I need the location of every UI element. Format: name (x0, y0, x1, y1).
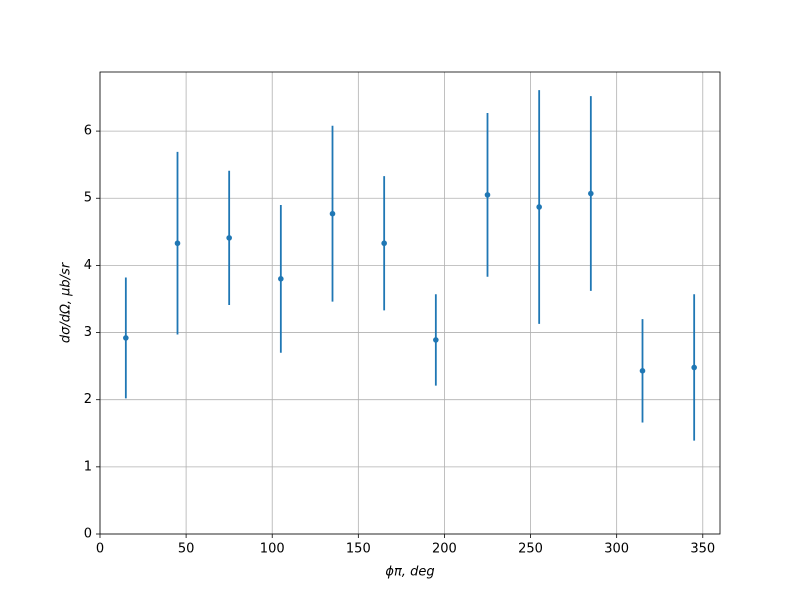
x-tick-label: 350 (690, 542, 715, 557)
y-tick-label: 3 (84, 325, 92, 340)
x-tick-label: 200 (432, 542, 457, 557)
x-tick-label: 150 (346, 542, 371, 557)
y-tick-label: 1 (84, 459, 92, 474)
data-point (226, 235, 232, 241)
data-point (278, 276, 284, 282)
x-tick-label: 100 (260, 542, 285, 557)
y-tick-label: 0 (84, 527, 92, 542)
y-axis-label: dσ/dΩ, μb/sr (59, 261, 74, 343)
data-point (639, 368, 646, 374)
y-tick-label: 4 (84, 258, 92, 273)
data-point (433, 337, 439, 343)
data-point (123, 335, 129, 341)
data-point (691, 364, 697, 371)
x-tick-label: 250 (518, 542, 543, 557)
data-point (381, 240, 387, 247)
data-point (536, 204, 542, 210)
plot-frame (99, 71, 721, 535)
data-point (174, 240, 181, 247)
x-tick-label: 0 (96, 542, 104, 557)
x-axis-label: ϕπ, deg (385, 565, 434, 580)
data-point (484, 192, 491, 198)
data-point (588, 190, 594, 197)
y-tick-label: 6 (84, 124, 92, 139)
data-point (329, 210, 336, 217)
x-tick-label: 50 (178, 542, 195, 557)
x-tick-label: 300 (604, 542, 629, 557)
y-tick-label: 2 (84, 392, 92, 407)
y-tick-label: 5 (84, 191, 92, 206)
